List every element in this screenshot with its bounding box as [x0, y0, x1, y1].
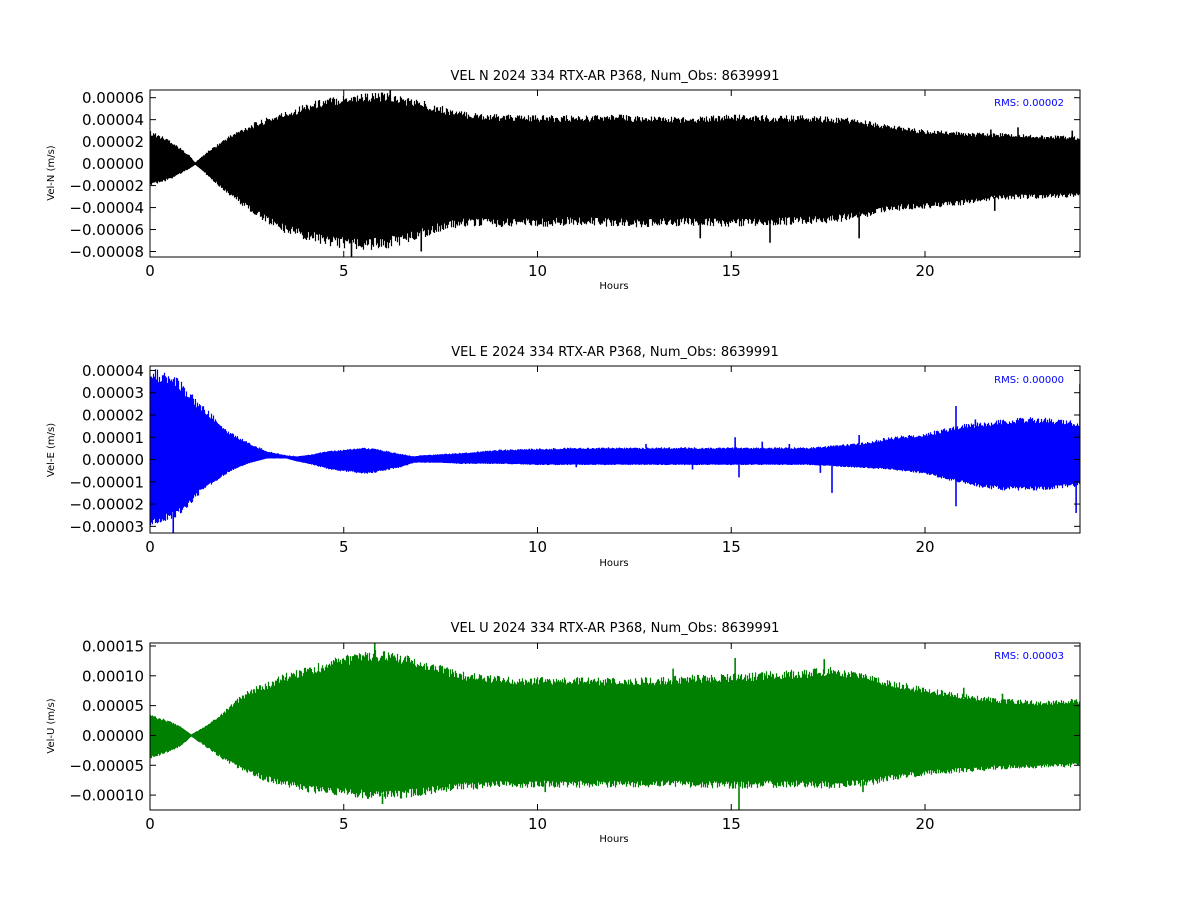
vel-n-x-tick-label: 15 [722, 262, 741, 280]
vel-u-y-tick-label: 0.00000 [82, 727, 144, 745]
vel-e-rms-annotation: RMS: 0.00000 [994, 375, 1064, 386]
vel-u-x-tick-label: 5 [339, 815, 349, 833]
vel-n-xlabel: Hours [599, 281, 628, 292]
vel-e-xlabel: Hours [599, 558, 628, 569]
vel-n-y-tick-label: 0.00000 [82, 155, 144, 173]
vel-n-x-tick-label: 20 [915, 262, 934, 280]
vel-e-title: VEL E 2024 334 RTX-AR P368, Num_Obs: 863… [451, 345, 778, 360]
vel-u-y-tick-label: −0.00010 [69, 787, 144, 805]
vel-e-x-tick-label: 15 [722, 538, 741, 556]
vel-u-x-tick-label: 10 [528, 815, 547, 833]
vel-n-y-tick-label: −0.00004 [69, 199, 144, 217]
vel-e-y-tick-label: −0.00001 [69, 473, 144, 491]
vel-e-x-tick-label: 5 [339, 538, 349, 556]
vel-u-x-tick-label: 20 [915, 815, 934, 833]
vel-e-y-tick-label: 0.00004 [82, 362, 144, 380]
vel-n-x-tick-label: 5 [339, 262, 349, 280]
vel-n-axes-frame [149, 89, 1081, 258]
vel-u-rms-annotation: RMS: 0.00003 [994, 651, 1064, 662]
vel-e-y-tick-label: 0.00000 [82, 451, 144, 469]
vel-n-ylabel: Vel-N (m/s) [46, 145, 57, 200]
vel-n-y-tick-label: −0.00006 [69, 221, 144, 239]
vel-n-panel: 0 5 10 15 20 −0.00008 −0.00006 −0.00004 −0.00002… [46, 69, 1081, 292]
vel-u-y-tick-label: 0.00005 [82, 697, 144, 715]
vel-e-x-tick-label: 20 [915, 538, 934, 556]
vel-u-y-tick-label: −0.00005 [69, 757, 144, 775]
vel-u-x-tick-label: 0 [145, 815, 155, 833]
vel-e-plot-area [150, 369, 1080, 533]
vel-e-y-tick-label: −0.00002 [69, 496, 144, 514]
vel-n-title: VEL N 2024 334 RTX-AR P368, Num_Obs: 863… [451, 69, 780, 84]
vel-e-y-tick-label: −0.00003 [69, 518, 144, 536]
vel-e-series-envelope [150, 369, 1080, 526]
vel-n-plot-area [150, 90, 1080, 257]
vel-u-plot-area [150, 643, 1080, 810]
vel-n-y-tick-label: 0.00006 [82, 89, 144, 107]
vel-u-y-tick-label: 0.00010 [82, 667, 144, 685]
vel-e-y-tick-label: 0.00003 [82, 384, 144, 402]
vel-n-series-envelope [150, 92, 1080, 250]
vel-e-panel: 0 5 10 15 20 −0.00003 −0.00002 −0.00001 0.00000 0… [46, 345, 1081, 569]
vel-u-xlabel: Hours [599, 834, 628, 845]
vel-n-x-tick-label: 0 [145, 262, 155, 280]
vel-u-x-tick-label: 15 [722, 815, 741, 833]
vel-n-x-tick-label: 10 [528, 262, 547, 280]
vel-e-axes-frame [149, 365, 1081, 534]
vel-n-y-tick-label: −0.00002 [69, 177, 144, 195]
vel-e-y-tick-label: 0.00001 [82, 429, 144, 447]
vel-u-axes-frame [149, 642, 1081, 811]
vel-n-y-tick-label: −0.00008 [69, 243, 144, 261]
vel-u-ylabel: Vel-U (m/s) [46, 698, 57, 753]
vel-n-rms-annotation: RMS: 0.00002 [994, 98, 1064, 109]
vel-e-y-tick-label: 0.00002 [82, 406, 144, 424]
vel-u-title: VEL U 2024 334 RTX-AR P368, Num_Obs: 863… [451, 621, 780, 636]
vel-u-y-tick-label: 0.00015 [82, 637, 144, 655]
vel-n-y-tick-label: 0.00004 [82, 111, 144, 129]
vel-u-panel: 0 5 10 15 20 −0.00010 −0.00005 0.00000 0.00005 0.… [46, 621, 1081, 845]
vel-n-y-tick-label: 0.00002 [82, 133, 144, 151]
vel-e-x-tick-label: 0 [145, 538, 155, 556]
vel-u-series-envelope [150, 650, 1080, 799]
vel-e-ylabel: Vel-E (m/s) [46, 423, 57, 477]
vel-e-x-tick-label: 10 [528, 538, 547, 556]
